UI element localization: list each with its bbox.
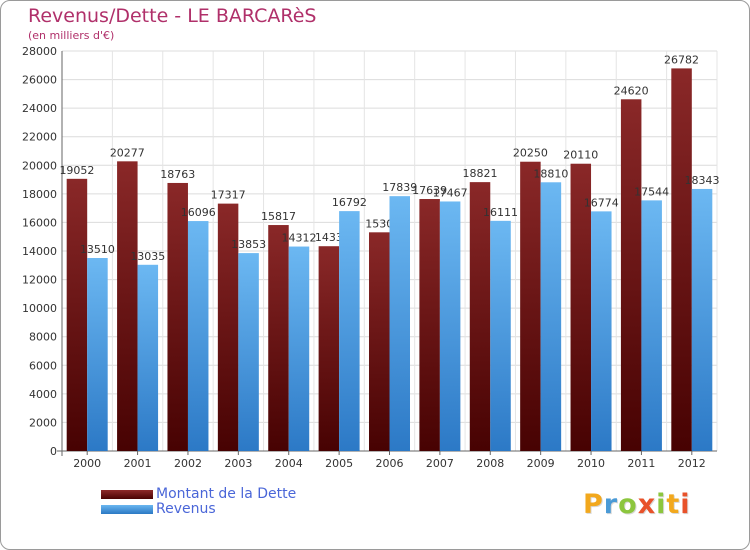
bar-debt bbox=[520, 161, 541, 451]
bar-debt bbox=[217, 203, 239, 451]
data-label-revenue: 17839 bbox=[382, 181, 417, 194]
bar-debt bbox=[318, 246, 340, 451]
data-label-revenue: 17544 bbox=[634, 185, 669, 198]
bar-debt bbox=[570, 163, 592, 451]
x-tick-label: 2011 bbox=[627, 457, 655, 470]
legend-label-debt: Montant de la Dette bbox=[156, 486, 297, 502]
x-tick-label: 2004 bbox=[275, 457, 303, 470]
y-tick-label: 14000 bbox=[22, 245, 57, 258]
logo-letter: t bbox=[666, 489, 681, 520]
bar-revenue bbox=[591, 211, 612, 451]
data-label-debt: 15817 bbox=[261, 210, 296, 223]
data-label-revenue: 13853 bbox=[231, 238, 266, 251]
data-label-revenue: 18810 bbox=[533, 167, 568, 180]
x-tick-label: 2002 bbox=[174, 457, 202, 470]
x-tick-label: 2008 bbox=[476, 457, 504, 470]
bar-debt bbox=[66, 178, 88, 452]
chart-title: Revenus/Dette - LE BARCARèS bbox=[28, 5, 317, 27]
y-tick-label: 24000 bbox=[22, 102, 57, 115]
bar-debt bbox=[167, 182, 188, 451]
y-tick-label: 22000 bbox=[22, 131, 57, 144]
data-label-revenue: 13035 bbox=[130, 250, 165, 263]
data-label-debt: 17639 bbox=[412, 184, 447, 197]
data-label-debt: 26782 bbox=[664, 53, 699, 66]
y-tick-label: 12000 bbox=[22, 274, 57, 287]
y-tick-label: 0 bbox=[50, 445, 57, 458]
bar-debt bbox=[671, 68, 692, 452]
data-label-revenue: 16774 bbox=[584, 196, 619, 209]
x-tick-label: 2005 bbox=[325, 457, 353, 470]
y-tick-label: 26000 bbox=[22, 74, 57, 87]
bar-debt bbox=[268, 225, 289, 451]
data-label-revenue: 16096 bbox=[181, 206, 216, 219]
bar-revenue bbox=[490, 220, 511, 451]
legend-swatch-debt bbox=[101, 490, 153, 499]
x-tick-label: 2007 bbox=[426, 457, 454, 470]
legend-label-revenue: Revenus bbox=[156, 501, 216, 517]
data-label-revenue: 16792 bbox=[332, 196, 367, 209]
logo-letter: o bbox=[618, 489, 638, 520]
data-label-debt: 20250 bbox=[513, 147, 548, 160]
x-tick-label: 2009 bbox=[527, 457, 555, 470]
data-label-debt: 1433 bbox=[315, 231, 343, 244]
bar-revenue bbox=[238, 253, 259, 451]
x-tick-label: 2010 bbox=[577, 457, 605, 470]
bar-revenue bbox=[288, 246, 310, 451]
y-tick-label: 6000 bbox=[29, 359, 57, 372]
x-tick-label: 2012 bbox=[678, 457, 706, 470]
logo-letter: P bbox=[583, 489, 604, 520]
bar-revenue bbox=[137, 264, 159, 451]
bar-debt bbox=[369, 232, 390, 451]
legend-swatch-revenue bbox=[101, 505, 153, 514]
data-label-revenue: 13510 bbox=[80, 243, 115, 256]
data-label-debt: 20277 bbox=[110, 146, 145, 159]
logo-letter: i bbox=[680, 489, 691, 520]
data-label-debt: 17317 bbox=[211, 189, 246, 202]
data-label-debt: 20110 bbox=[563, 149, 598, 162]
bar-revenue bbox=[439, 201, 461, 451]
data-label-revenue: 14312 bbox=[281, 232, 316, 245]
y-tick-label: 18000 bbox=[22, 188, 57, 201]
bar-debt bbox=[620, 99, 642, 452]
x-tick-label: 2001 bbox=[124, 457, 152, 470]
bar-revenue bbox=[641, 200, 662, 451]
bar-revenue bbox=[187, 221, 209, 451]
bar-debt bbox=[117, 161, 138, 452]
data-label-debt: 18763 bbox=[160, 168, 195, 181]
data-label-revenue: 16111 bbox=[483, 206, 518, 219]
y-tick-label: 16000 bbox=[22, 216, 57, 229]
x-tick-label: 2006 bbox=[376, 457, 404, 470]
data-label-debt: 18821 bbox=[463, 167, 498, 180]
bar-debt bbox=[419, 199, 440, 451]
y-tick-label: 10000 bbox=[22, 302, 57, 315]
proxiti-logo: Proxiti bbox=[583, 489, 691, 520]
data-label-revenue: 17467 bbox=[433, 186, 468, 199]
logo-letter: r bbox=[603, 489, 619, 520]
data-label-debt: 24620 bbox=[614, 84, 649, 97]
bar-revenue bbox=[540, 182, 562, 452]
y-tick-label: 20000 bbox=[22, 159, 57, 172]
data-label-debt: 1530 bbox=[365, 217, 393, 230]
logo-letter: x bbox=[637, 489, 657, 520]
y-tick-label: 28000 bbox=[22, 45, 57, 58]
bar-revenue bbox=[339, 211, 360, 451]
bar-debt bbox=[469, 182, 491, 451]
chart-subtitle: (en milliers d'€) bbox=[28, 29, 115, 42]
x-tick-label: 2000 bbox=[73, 457, 101, 470]
bar-revenue bbox=[389, 196, 410, 451]
data-label-debt: 19052 bbox=[59, 164, 94, 177]
bar-revenue bbox=[691, 188, 713, 451]
bar-revenue bbox=[87, 258, 108, 451]
logo-letter: i bbox=[656, 489, 667, 520]
y-tick-label: 8000 bbox=[29, 331, 57, 344]
x-tick-label: 2003 bbox=[224, 457, 252, 470]
y-tick-label: 2000 bbox=[29, 416, 57, 429]
data-label-revenue: 18343 bbox=[685, 174, 720, 187]
y-tick-label: 4000 bbox=[29, 388, 57, 401]
